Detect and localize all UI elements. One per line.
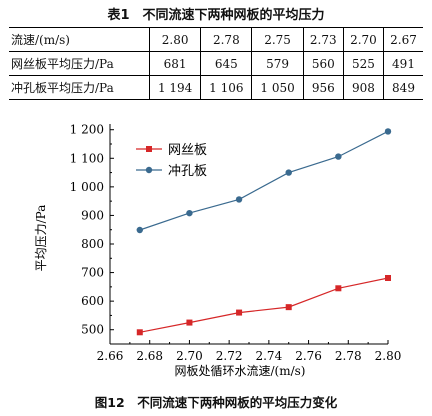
data-point-circle (136, 226, 143, 234)
y-axis-label: 平均压力/Pa (34, 205, 48, 272)
legend-label: 网丝板 (168, 143, 207, 158)
table-cell: 525 (342, 51, 384, 76)
table-cell: 560 (302, 51, 344, 76)
table-caption: 表1 不同流速下两种网板的平均压力 (107, 8, 325, 23)
table-cell: 491 (383, 51, 423, 76)
series-line (139, 277, 389, 333)
legend-marker-square (146, 146, 152, 152)
table-cell: 579 (251, 51, 304, 76)
y-tick-label: 1 000 (70, 180, 104, 194)
pressure-table: 流速/(m/s) 2.80 2.78 2.75 2.73 2.70 2.67 网… (9, 27, 423, 100)
y-tick-label: 1 200 (70, 123, 104, 137)
chart-axes: 2.66 2.68 2.70 2.72 2.74 2.76 2.78 2.80 500 600 70… (70, 123, 402, 363)
data-point-square (335, 285, 342, 292)
pressure-line-chart: 2.66 2.68 2.70 2.72 2.74 2.76 2.78 2.80 500 600 70… (34, 123, 402, 378)
data-point-circle (285, 169, 292, 176)
y-tick-label: 1 100 (70, 151, 104, 165)
row-header: 网丝板平均压力/Pa (9, 51, 150, 76)
x-axis-label: 网板处循环水流速/(m/s) (175, 364, 306, 378)
table-cell: 645 (200, 51, 252, 76)
row-header: 冲孔板平均压力/Pa (9, 75, 150, 100)
x-tick-label: 2.72 (216, 349, 243, 363)
data-point-square (285, 304, 292, 311)
series-line (139, 130, 389, 231)
row-header: 流速/(m/s) (9, 27, 150, 52)
data-point-circle (384, 128, 392, 135)
table-cell: 2.70 (342, 27, 384, 52)
table-cell: 956 (302, 75, 344, 100)
table-cell: 2.75 (251, 27, 304, 52)
figure-caption: 图12 不同流速下两种网板的平均压力变化 (94, 395, 338, 410)
data-point-circle (335, 153, 342, 160)
data-point-square (136, 329, 143, 336)
table-row: 流速/(m/s) 2.80 2.78 2.75 2.73 2.70 2.67 (9, 27, 423, 52)
y-tick-label: 600 (81, 294, 104, 308)
table-cell: 2.78 (200, 27, 252, 52)
table-cell: 849 (383, 75, 423, 100)
x-tick-label: 2.70 (176, 349, 203, 363)
table-row: 冲孔板平均压力/Pa 1 194 1 106 1 050 956 908 849 (9, 75, 423, 100)
x-tick-label: 2.74 (255, 349, 282, 363)
table-cell: 1 106 (200, 75, 252, 100)
table-cell: 2.80 (148, 27, 201, 52)
table-cell: 908 (342, 75, 384, 100)
chart-series (136, 128, 392, 336)
legend-marker-circle (145, 166, 153, 174)
table-cell: 1 050 (251, 75, 304, 100)
table-row: 网丝板平均压力/Pa 681 645 579 560 525 491 (9, 51, 423, 76)
y-tick-label: 800 (81, 237, 104, 251)
x-tick-label: 2.80 (375, 349, 402, 363)
x-tick-label: 2.76 (295, 349, 322, 363)
y-tick-label: 500 (81, 323, 104, 337)
y-tick-label: 700 (81, 266, 104, 280)
data-point-circle (235, 196, 243, 203)
y-tick-label: 900 (81, 208, 104, 222)
legend-label: 冲孔板 (168, 164, 207, 179)
table-cell: 2.67 (383, 27, 423, 52)
table-cell: 1 194 (148, 75, 201, 100)
data-point-square (236, 309, 243, 316)
x-tick-label: 2.78 (335, 349, 362, 363)
x-tick-label: 2.66 (97, 349, 124, 363)
table-cell: 2.73 (302, 27, 344, 52)
x-tick-label: 2.68 (136, 349, 163, 363)
data-point-circle (186, 209, 193, 217)
data-point-square (186, 319, 193, 326)
data-point-square (385, 275, 391, 281)
table-cell: 681 (148, 51, 201, 76)
